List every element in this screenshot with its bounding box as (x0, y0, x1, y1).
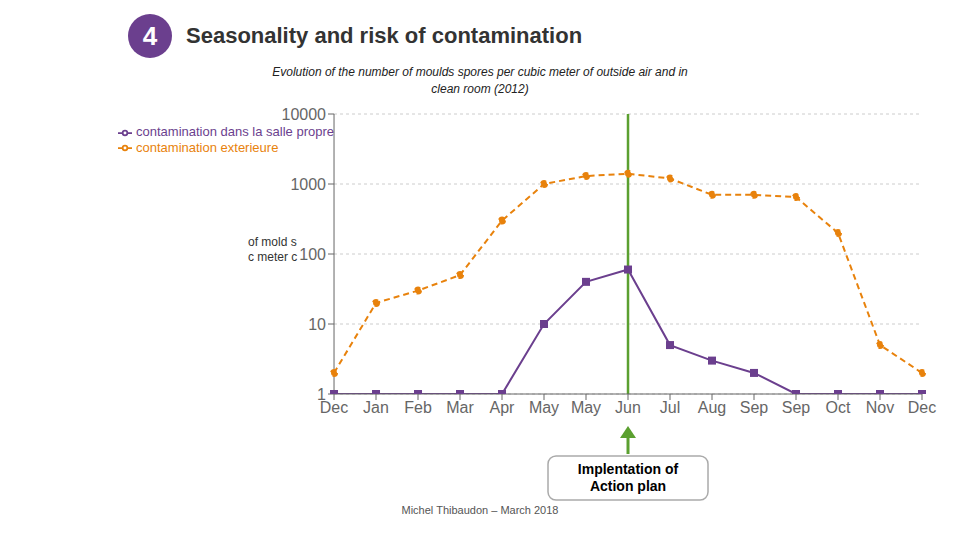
svg-text:Feb: Feb (404, 399, 432, 416)
svg-text:May: May (571, 399, 601, 416)
svg-text:Jan: Jan (363, 399, 389, 416)
svg-text:Sep: Sep (782, 399, 811, 416)
svg-text:10: 10 (308, 316, 326, 333)
svg-text:Action plan: Action plan (590, 478, 666, 494)
html-text:Seasonality and risk of contam: Seasonality and risk of contamination (186, 23, 583, 48)
html-text:Evolution of the number of mou: Evolution of the number of moulds spores… (272, 65, 688, 96)
svg-text:Aug: Aug (698, 399, 726, 416)
svg-text:1000: 1000 (290, 176, 326, 193)
svg-text:Mar: Mar (446, 399, 474, 416)
html-text:contamination dans la salle pr: contamination dans la salle propre (136, 124, 334, 139)
html-text:Michel Thibaudon – March 2018: Michel Thibaudon – March 2018 (401, 504, 559, 516)
html-text:4: 4 (142, 20, 158, 51)
svg-text:Dec: Dec (319, 399, 349, 417)
svg-text:100: 100 (299, 246, 326, 263)
svg-text:Jun: Jun (615, 399, 641, 416)
svg-text:Nov: Nov (866, 399, 894, 416)
html-text:contamination exterieure: contamination exterieure (136, 139, 279, 155)
svg-text:Sep: Sep (740, 399, 769, 416)
svg-text:Apr: Apr (490, 399, 516, 416)
svg-text:1: 1 (317, 386, 326, 403)
svg-text:Oct: Oct (826, 399, 851, 416)
svg-text:Implentation of: Implentation of (578, 461, 679, 477)
svg-text:of mold sc meter c: of mold sc meter c (248, 235, 297, 264)
svg-text:Jul: Jul (660, 399, 680, 416)
svg-text:May: May (529, 399, 559, 416)
svg-text:10000: 10000 (282, 106, 327, 123)
svg-text:Dec: Dec (908, 399, 936, 416)
